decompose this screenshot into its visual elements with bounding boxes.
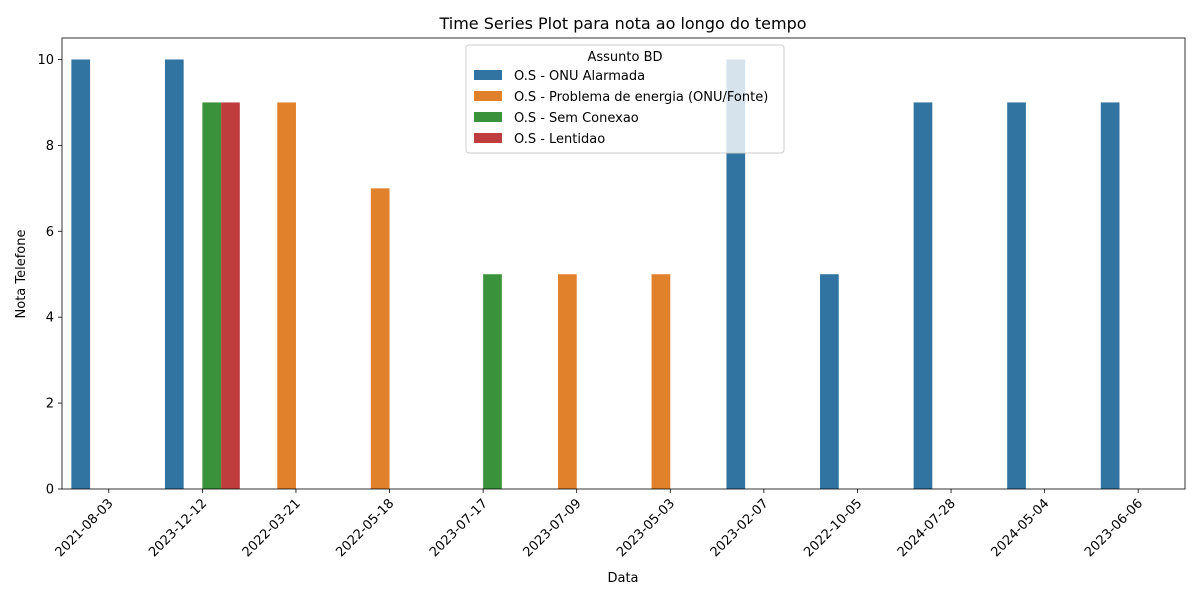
bar (202, 102, 222, 489)
legend-entry: O.S - ONU Alarmada (514, 69, 645, 84)
legend-title: Assunto BD (587, 50, 662, 65)
bar (483, 274, 502, 489)
y-tick-label: 4 (46, 311, 54, 326)
bar (913, 102, 933, 489)
legend-swatch (474, 70, 502, 80)
legend-swatch (474, 133, 502, 143)
y-tick-label: 10 (37, 53, 54, 68)
chart-title: Time Series Plot para nota ao longo do t… (438, 14, 806, 33)
bar (277, 102, 296, 489)
legend-box (465, 44, 785, 154)
bar (71, 59, 91, 489)
legend-swatch (474, 112, 502, 122)
bar (651, 274, 671, 489)
y-tick-label: 6 (46, 225, 54, 240)
y-axis-label: Nota Telefone (14, 230, 29, 319)
y-tick-label: 0 (46, 483, 54, 498)
bar (164, 59, 184, 489)
bar (820, 274, 839, 489)
legend-entry: O.S - Problema de energia (ONU/Fonte) (514, 90, 768, 105)
legend-entry: O.S - Sem Conexao (514, 111, 639, 126)
bar (370, 188, 390, 490)
legend-swatch (474, 91, 502, 101)
bar (557, 274, 577, 489)
bar (1100, 102, 1120, 489)
y-tick-label: 2 (46, 397, 54, 412)
bar (726, 59, 746, 489)
bar (221, 102, 240, 489)
legend-entry: O.S - Lentidao (514, 132, 605, 147)
y-tick-label: 8 (46, 139, 54, 154)
axes-frame (61, 37, 1186, 490)
legend: Assunto BD O.S - ONU Alarmada O.S - Proble… (465, 44, 785, 154)
x-axis-label: Data (607, 571, 638, 586)
bar (1007, 102, 1026, 489)
